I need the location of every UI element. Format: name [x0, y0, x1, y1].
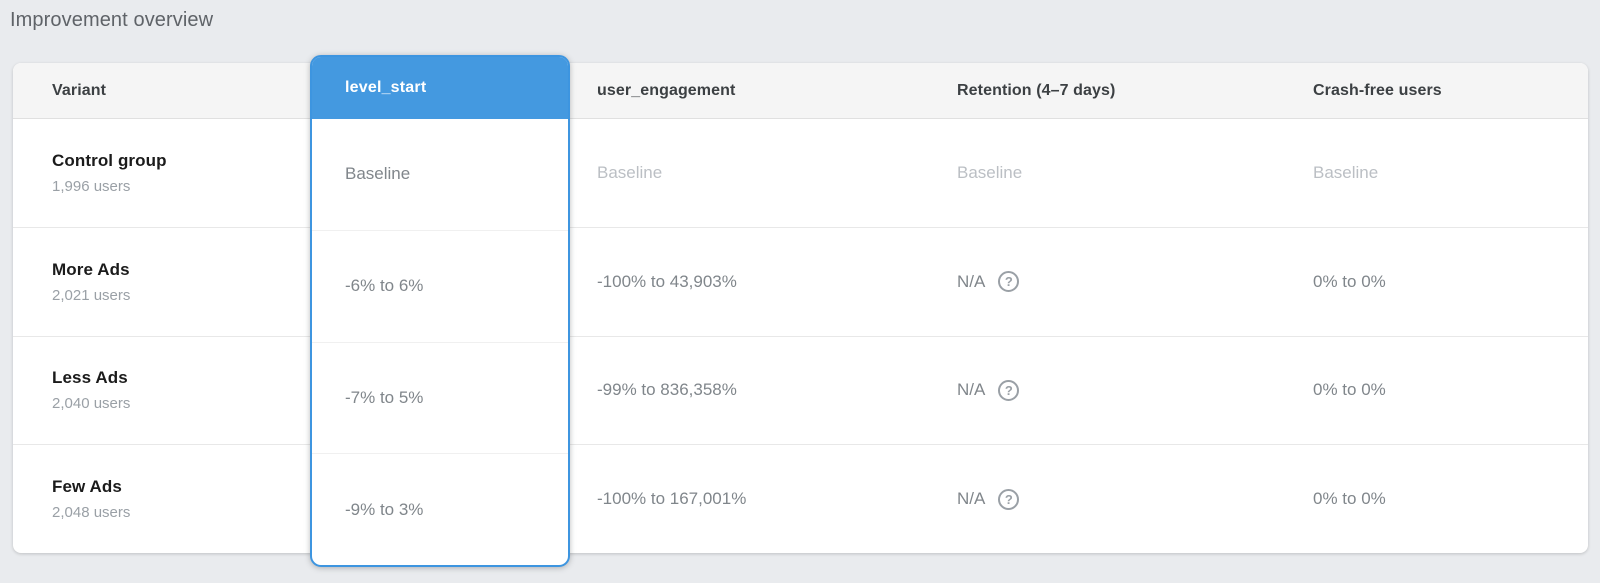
table-header-row: Variant user_engagement Retention (4–7 d…: [13, 63, 1588, 119]
selected-metric-column-card[interactable]: level_start Baseline -6% to 6% -7% to 5%…: [310, 55, 570, 567]
cell-user-engagement: Baseline: [597, 162, 663, 182]
cell-crash-free: Baseline: [1313, 162, 1379, 182]
help-icon[interactable]: ?: [998, 488, 1020, 510]
variant-user-count: 1,996 users: [52, 177, 131, 195]
table-row-less-ads: Less Ads 2,040 users -99% to 836,358% N/…: [13, 335, 1588, 445]
table-row-control-group: Control group 1,996 users Baseline Basel…: [13, 119, 1588, 227]
variant-name: Control group: [52, 150, 167, 170]
column-header-user-engagement[interactable]: user_engagement: [597, 81, 736, 99]
variant-user-count: 2,048 users: [52, 504, 131, 522]
variant-name: More Ads: [52, 259, 130, 279]
retention-value: N/A: [957, 489, 986, 509]
cell-retention: Baseline: [957, 162, 1023, 182]
cell-retention: N/A ?: [920, 228, 1270, 336]
variant-cell: Few Ads 2,048 users: [13, 445, 310, 553]
cell-crash-free: 0% to 0%: [1313, 380, 1386, 400]
cell-level-start: -6% to 6%: [312, 229, 568, 342]
variant-cell: Control group 1,996 users: [13, 119, 310, 227]
cell-crash-free: 0% to 0%: [1313, 271, 1386, 291]
cell-retention: N/A ?: [920, 445, 1270, 553]
help-icon[interactable]: ?: [998, 379, 1020, 401]
column-header-crash-free[interactable]: Crash-free users: [1313, 81, 1442, 99]
variant-name: Few Ads: [52, 477, 122, 497]
improvement-overview-table: Variant user_engagement Retention (4–7 d…: [13, 63, 1588, 553]
cell-level-start: -9% to 3%: [312, 453, 568, 565]
variant-cell: More Ads 2,021 users: [13, 228, 310, 336]
variant-name: Less Ads: [52, 368, 128, 388]
retention-value: N/A: [957, 380, 986, 400]
column-header-retention[interactable]: Retention (4–7 days): [957, 81, 1116, 99]
variant-user-count: 2,021 users: [52, 286, 131, 304]
cell-crash-free: 0% to 0%: [1313, 489, 1386, 509]
selected-column-header-level-start[interactable]: level_start: [312, 57, 568, 119]
help-icon[interactable]: ?: [998, 271, 1020, 293]
cell-level-start: Baseline: [345, 164, 411, 184]
retention-value: N/A: [957, 271, 986, 291]
table-row-more-ads: More Ads 2,021 users -100% to 43,903% N/…: [13, 226, 1588, 336]
table-row-few-ads: Few Ads 2,048 users -100% to 167,001% N/…: [13, 444, 1588, 553]
cell-level-start: -7% to 5%: [312, 341, 568, 454]
cell-retention: N/A ?: [920, 337, 1270, 445]
cell-user-engagement: -99% to 836,358%: [597, 380, 737, 400]
variant-cell: Less Ads 2,040 users: [13, 337, 310, 445]
page-title: Improvement overview: [10, 9, 214, 31]
column-header-variant: Variant: [52, 81, 107, 99]
variant-user-count: 2,040 users: [52, 395, 131, 413]
cell-user-engagement: -100% to 167,001%: [597, 489, 747, 509]
cell-user-engagement: -100% to 43,903%: [597, 271, 737, 291]
